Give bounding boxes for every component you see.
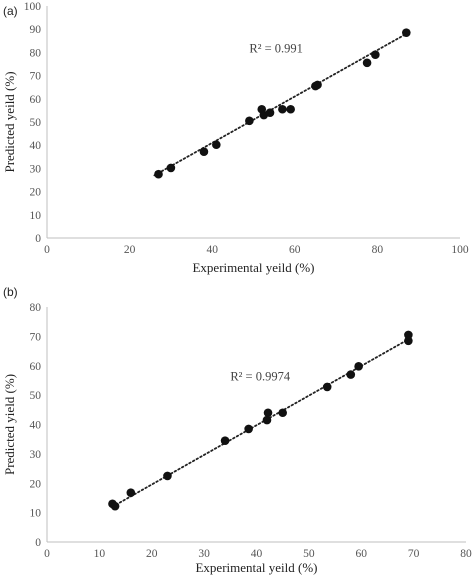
panel-b-y-tick-label: 30 [30,449,42,461]
panel-a-y-tick-label: 10 [30,210,42,222]
panel-a-y-tick-label: 100 [24,1,42,13]
panel-b-data-point [244,424,253,434]
panel-a-y-tick-label: 60 [30,94,42,106]
panel-a-x-tick-label: 100 [451,244,469,256]
panel-a-x-axis-label: Experimental yeild (%) [192,260,314,275]
panel-a-y-tick-label: 50 [30,117,42,129]
panel-b-y-tick-label: 70 [30,331,42,343]
panel-b-data-point [404,336,413,346]
panel-b-x-tick-label: 30 [198,548,210,560]
panel-b-y-axis-label: Predicted yield (%) [2,374,17,475]
panel-b-x-tick-label: 20 [146,548,158,560]
panel-b-data-point [346,370,356,379]
panel-a-r2-annotation: R² = 0.991 [249,41,303,55]
panel-b-y-tick-label: 0 [35,537,41,549]
panel-b-data-point [163,471,172,481]
panel-b-x-tick-label: 60 [356,548,368,560]
panel-b-y-tick-label: 20 [30,478,42,490]
panel-b-x-axis-label: Experimental yeild (%) [195,560,317,575]
panel-a-data-point [199,147,209,156]
panel-a-x-tick-label: 60 [289,244,301,256]
panel-b-x-tick-label: 40 [251,548,263,560]
panel-a-x-tick-label: 20 [124,244,136,256]
panel-b-x-tick-label: 0 [44,548,50,560]
panel-a-data-point [265,108,275,118]
panel-b-data-point [126,488,136,497]
panel-a-data-point [278,104,287,114]
panel-b-x-tick-label: 80 [460,548,472,560]
panel-b-y-tick-label: 60 [30,361,42,373]
panel-a-data-point [286,104,295,114]
panel-b-data-point [262,415,272,425]
panel-a-y-tick-label: 70 [30,71,42,83]
panel-a-data-point [402,28,411,37]
panel-a-y-tick-label: 30 [30,163,42,175]
panel-a-y-tick-label: 90 [30,24,42,36]
panel-a-data-point [362,58,372,68]
panel-a-data-point [154,169,163,179]
panel-a-y-axis-label: Predicted yeild (%) [2,71,17,172]
panel-a-data-point [212,140,221,150]
panel-b-y-tick-label: 40 [30,420,42,432]
panel-b-data-point [110,501,120,511]
panel-b-label: (b) [3,285,18,299]
panel-b-y-tick-label: 80 [30,302,42,314]
panel-b-data-point [220,436,230,445]
panel-b-trendline [111,338,410,508]
panel-a-data-point [313,80,322,90]
panel-b-data-point [278,408,287,418]
panel-a-data-point [166,163,176,173]
panel-a-data-point [371,50,380,60]
panel-b-data-point [263,408,273,418]
panel-a-x-tick-label: 80 [372,244,384,256]
panel-a-x-tick-label: 0 [44,244,50,256]
panel-b-x-tick-label: 70 [408,548,420,560]
panel-a-y-tick-label: 20 [30,187,42,199]
panel-b-x-tick-label: 50 [303,548,315,560]
panel-a-data-point [245,116,254,126]
panel-b-data-point [404,330,413,340]
panel-b-r2-annotation: R² = 0.9974 [230,369,291,383]
panel-a-y-tick-label: 0 [35,233,41,245]
panel-b-y-tick-label: 50 [30,390,42,402]
panel-b-x-tick-label: 10 [94,548,106,560]
panel-b-y-tick-label: 10 [30,508,42,520]
panel-a-y-tick-label: 80 [30,47,42,59]
panel-b-data-point [354,362,363,371]
panel-a-x-tick-label: 40 [206,244,218,256]
panel-a-y-tick-label: 40 [30,140,42,152]
panel-a-label: (a) [3,4,18,18]
panel-a-trendline [153,32,408,177]
panel-b-data-point [322,382,332,392]
